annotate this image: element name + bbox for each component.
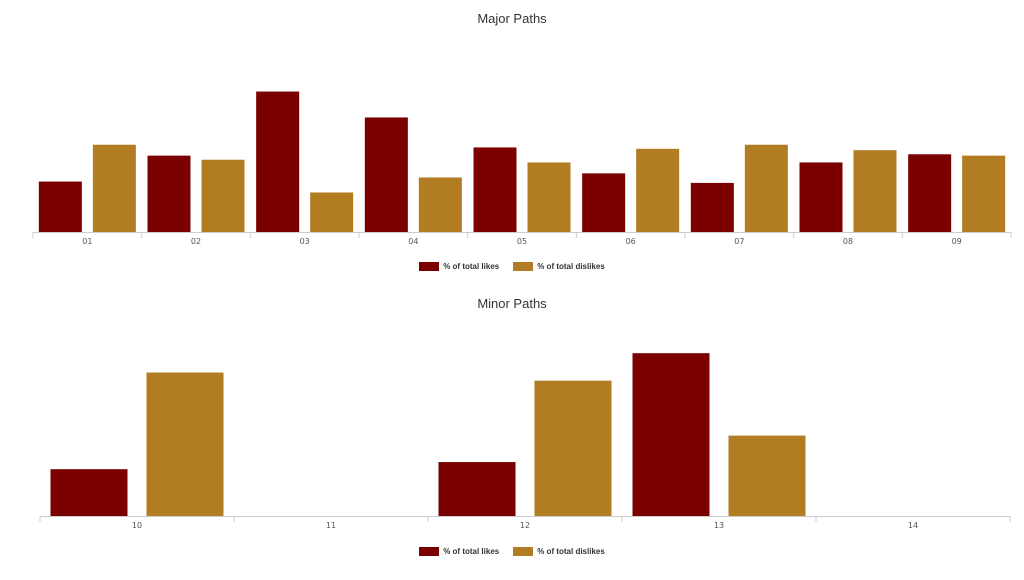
legend-label-likes: % of total likes: [443, 262, 500, 271]
x-tick-label-10: 10: [132, 521, 142, 530]
legend-item-dislikes[interactable]: % of total dislikes: [513, 547, 605, 556]
dislikes-swatch: [513, 262, 534, 271]
major-paths-plot: 01 02 03 04 05 06 07 08 09: [32, 91, 1012, 246]
x-tick-label-09: 09: [952, 237, 962, 246]
x-tick-label-12: 12: [520, 521, 530, 530]
x-tick-label-04: 04: [408, 237, 418, 246]
minor-paths-chart: Minor Paths 10 11 12 13 14 % of total likes …: [0, 285, 1024, 580]
x-tick-label-07: 07: [734, 237, 744, 246]
dislikes-swatch: [513, 547, 534, 556]
bar-dislikes-09[interactable]: [962, 155, 1006, 232]
bar-dislikes-06[interactable]: [636, 148, 680, 232]
x-tick-label-13: 13: [714, 521, 724, 530]
bar-dislikes-04[interactable]: [418, 177, 462, 232]
x-tick-label-01: 01: [82, 237, 92, 246]
bar-dislikes-03[interactable]: [310, 192, 354, 232]
likes-swatch: [419, 262, 440, 271]
bar-dislikes-01[interactable]: [92, 144, 136, 232]
legend-label-dislikes: % of total dislikes: [537, 547, 605, 556]
bar-dislikes-10[interactable]: [146, 372, 224, 516]
chart-legend: % of total likes % of total dislikes: [0, 262, 1024, 271]
bar-dislikes-07[interactable]: [744, 144, 788, 232]
chart-title: Major Paths: [477, 11, 547, 26]
x-tick-label-08: 08: [843, 237, 853, 246]
bar-likes-13[interactable]: [632, 353, 710, 516]
legend-item-dislikes[interactable]: % of total dislikes: [513, 262, 605, 271]
bar-likes-12[interactable]: [438, 462, 516, 516]
bar-likes-06[interactable]: [582, 173, 626, 232]
legend-item-likes[interactable]: % of total likes: [419, 547, 499, 556]
bar-likes-07[interactable]: [690, 182, 734, 232]
bar-dislikes-12[interactable]: [534, 380, 612, 516]
bar-likes-10[interactable]: [50, 469, 128, 516]
x-tick-label-03: 03: [300, 237, 310, 246]
likes-swatch: [419, 547, 440, 556]
x-tick-label-14: 14: [908, 521, 918, 530]
bar-likes-08[interactable]: [799, 162, 843, 232]
bar-likes-05[interactable]: [473, 147, 517, 232]
x-tick-label-05: 05: [517, 237, 527, 246]
bar-dislikes-08[interactable]: [853, 150, 897, 232]
chart-legend: % of total likes % of total dislikes: [0, 547, 1024, 556]
x-tick-label-02: 02: [191, 237, 201, 246]
major-paths-chart: Major Paths 01 02 03 04 05 06 07 08 09 % of tota…: [0, 0, 1024, 285]
x-tick-label-06: 06: [626, 237, 636, 246]
bar-dislikes-05[interactable]: [527, 162, 571, 232]
bar-likes-09[interactable]: [908, 154, 952, 232]
bar-likes-03[interactable]: [256, 91, 300, 232]
chart-title: Minor Paths: [477, 296, 547, 311]
x-tick-label-11: 11: [326, 521, 336, 530]
bar-dislikes-13[interactable]: [728, 435, 806, 516]
legend-item-likes[interactable]: % of total likes: [419, 262, 499, 271]
bar-dislikes-02[interactable]: [201, 159, 245, 232]
bar-likes-04[interactable]: [364, 117, 408, 232]
minor-paths-plot: 10 11 12 13 14: [39, 353, 1011, 530]
legend-label-likes: % of total likes: [443, 547, 500, 556]
legend-label-dislikes: % of total dislikes: [537, 262, 605, 271]
bar-likes-02[interactable]: [147, 155, 191, 232]
bar-likes-01[interactable]: [38, 181, 82, 232]
